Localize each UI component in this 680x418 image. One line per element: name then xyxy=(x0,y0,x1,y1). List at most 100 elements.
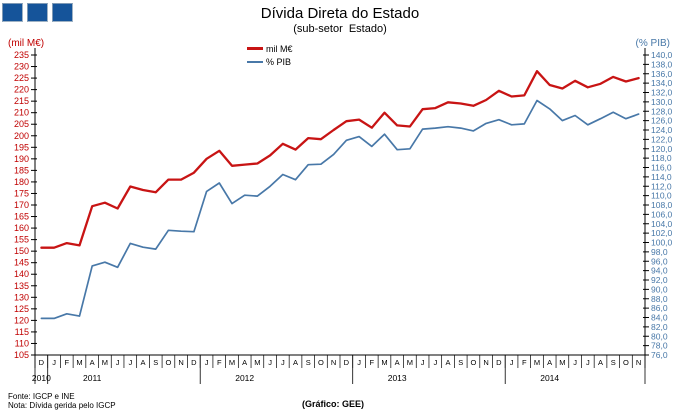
month-label: J xyxy=(128,358,132,367)
month-label: S xyxy=(458,358,463,367)
month-label: F xyxy=(64,358,69,367)
legend-item-mil-me: mil M€ xyxy=(247,42,293,55)
left-tick-label: 125 xyxy=(14,304,29,314)
month-label: J xyxy=(357,358,361,367)
right-tick-label: 136,0 xyxy=(651,69,673,79)
left-tick-label: 230 xyxy=(14,62,29,72)
month-label: M xyxy=(559,358,565,367)
series-line-pib xyxy=(40,99,640,320)
month-label: A xyxy=(293,358,298,367)
left-tick-label: 215 xyxy=(14,96,29,106)
month-label: J xyxy=(433,358,437,367)
month-label: J xyxy=(205,358,209,367)
left-tick-label: 150 xyxy=(14,246,29,256)
year-label: 2013 xyxy=(388,373,407,383)
month-label: N xyxy=(483,358,488,367)
left-tick-label: 160 xyxy=(14,223,29,233)
right-tick-label: 76,0 xyxy=(651,350,668,360)
right-tick-label: 88,0 xyxy=(651,294,668,304)
legend-label: % PIB xyxy=(266,56,292,67)
footnote: Nota: Dívida gerida pelo IGCP xyxy=(8,401,116,410)
month-label: M xyxy=(76,358,82,367)
left-tick-label: 110 xyxy=(15,338,29,348)
month-label: O xyxy=(318,358,324,367)
left-tick-label: 220 xyxy=(14,85,29,95)
right-tick-label: 82,0 xyxy=(651,322,668,332)
year-label: 2011 xyxy=(83,373,102,383)
month-label: A xyxy=(90,358,95,367)
right-tick-label: 130,0 xyxy=(651,97,673,107)
right-tick-label: 140,0 xyxy=(651,50,673,60)
chart-title: Dívida Direta do Estado xyxy=(260,5,420,22)
month-label: S xyxy=(306,358,311,367)
left-tick-label: 195 xyxy=(14,142,29,152)
left-tick-label: 155 xyxy=(14,235,29,245)
month-label: M xyxy=(229,358,235,367)
month-label: D xyxy=(39,358,45,367)
logo-square xyxy=(2,3,23,22)
month-label: D xyxy=(344,358,350,367)
month-label: A xyxy=(395,358,400,367)
right-tick-label: 102,0 xyxy=(651,228,673,238)
right-axis-title: (% PIB) xyxy=(635,38,670,49)
left-tick-label: 105 xyxy=(14,350,29,360)
month-label: D xyxy=(496,358,502,367)
month-label: S xyxy=(611,358,616,367)
left-tick-label: 185 xyxy=(14,165,29,175)
right-tick-label: 114,0 xyxy=(651,172,672,182)
legend-line-swatch-red xyxy=(247,47,263,50)
month-label: M xyxy=(407,358,413,367)
right-tick-label: 104,0 xyxy=(651,219,673,229)
right-tick-label: 138,0 xyxy=(651,59,673,69)
gee-logo xyxy=(2,3,73,22)
month-label: J xyxy=(281,358,285,367)
left-tick-label: 205 xyxy=(14,119,29,129)
month-label: N xyxy=(636,358,641,367)
right-tick-label: 108,0 xyxy=(651,200,673,210)
month-label: M xyxy=(254,358,260,367)
month-label: O xyxy=(166,358,172,367)
right-tick-label: 128,0 xyxy=(651,106,673,116)
right-tick-label: 94,0 xyxy=(651,266,668,276)
left-tick-label: 130 xyxy=(14,292,29,302)
logo-square xyxy=(27,3,48,22)
right-tick-label: 110,0 xyxy=(651,191,672,201)
month-label: D xyxy=(191,358,197,367)
source-note: Fonte: IGCP e INE xyxy=(8,392,75,401)
year-label: 2010 xyxy=(32,373,51,383)
left-tick-label: 170 xyxy=(14,200,29,210)
right-tick-label: 86,0 xyxy=(651,303,668,313)
month-label: J xyxy=(510,358,514,367)
month-label: J xyxy=(268,358,272,367)
right-tick-label: 92,0 xyxy=(651,275,668,285)
month-label: J xyxy=(421,358,425,367)
month-label: A xyxy=(547,358,552,367)
month-label: A xyxy=(446,358,451,367)
right-tick-label: 78,0 xyxy=(651,341,668,351)
right-tick-label: 98,0 xyxy=(651,247,668,257)
right-tick-label: 90,0 xyxy=(651,284,668,294)
left-tick-label: 225 xyxy=(14,73,29,83)
month-label: F xyxy=(217,358,222,367)
right-tick-label: 112,0 xyxy=(651,181,672,191)
month-label: S xyxy=(153,358,158,367)
right-tick-label: 116,0 xyxy=(651,163,672,173)
left-tick-label: 165 xyxy=(14,212,29,222)
left-tick-label: 200 xyxy=(14,131,29,141)
month-label: J xyxy=(586,358,590,367)
legend: mil M€ % PIB xyxy=(247,42,293,68)
right-tick-label: 120,0 xyxy=(651,144,673,154)
month-label: J xyxy=(573,358,577,367)
left-tick-label: 115 xyxy=(15,327,29,337)
left-tick-label: 135 xyxy=(14,281,29,291)
legend-line-swatch-blue xyxy=(247,60,263,63)
left-tick-label: 190 xyxy=(14,154,29,164)
right-tick-label: 106,0 xyxy=(651,209,673,219)
legend-item-pib: % PIB xyxy=(247,55,293,68)
left-tick-label: 140 xyxy=(14,269,29,279)
month-label: A xyxy=(242,358,247,367)
month-label: A xyxy=(141,358,146,367)
left-tick-label: 210 xyxy=(14,108,29,118)
